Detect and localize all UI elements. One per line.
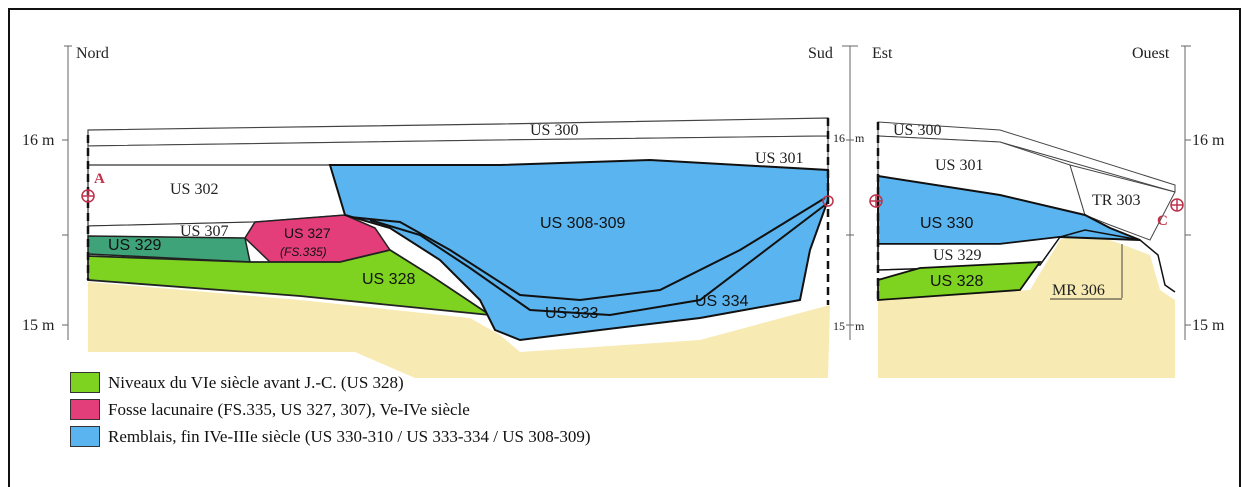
- orientation-nord: Nord: [76, 45, 109, 62]
- boundary-us333: [349, 197, 826, 302]
- legend-label: Remblais, fin IVe-IIIe siècle (US 330-31…: [108, 426, 591, 446]
- orientation-sud: Sud: [808, 45, 833, 62]
- label-fs335: (FS.335): [280, 245, 327, 259]
- elevation-15-middle: 15: [833, 319, 845, 333]
- label-us329-left: US 329: [108, 237, 161, 254]
- elevation-16m-right: 16 m: [1192, 132, 1225, 149]
- legend-swatch-green: [70, 372, 100, 393]
- label-us329-right: US 329: [933, 247, 981, 264]
- elevation-15m-left: 15 m: [22, 317, 55, 334]
- natural-sand-right: [878, 230, 1175, 378]
- wall-mr306: [1059, 229, 1176, 293]
- section-marker-c: C: [1157, 213, 1168, 229]
- label-us300-right: US 300: [893, 122, 941, 139]
- label-us301-left: US 301: [755, 150, 803, 167]
- label-us302: US 302: [170, 181, 218, 198]
- natural-sand-left: [88, 282, 830, 378]
- label-us330: US 330: [920, 215, 973, 232]
- figure-frame: [8, 8, 1241, 487]
- legend-swatch-pink: [70, 399, 100, 420]
- layer-us328-left: [87, 249, 491, 316]
- layer-us308-309: [328, 158, 829, 342]
- label-us328-right: US 328: [930, 273, 983, 290]
- label-us327: US 327: [284, 225, 331, 241]
- orientation-est: Est: [872, 45, 893, 62]
- label-us308-309: US 308-309: [540, 215, 625, 232]
- elevation-16m-left: 16 m: [22, 132, 55, 149]
- legend-item: Fosse lacunaire (FS.335, US 327, 307), V…: [70, 397, 970, 422]
- label-tr303: TR 303: [1092, 192, 1140, 209]
- legend-swatch-blue: [70, 426, 100, 447]
- label-us301-right: US 301: [935, 157, 983, 174]
- legend: Niveaux du VIe siècle avant J.-C. (US 32…: [70, 370, 970, 451]
- label-us334: US 334: [695, 293, 748, 310]
- section-marker-a: A: [94, 171, 105, 187]
- legend-item: Remblais, fin IVe-IIIe siècle (US 330-31…: [70, 424, 970, 449]
- label-us300-left: US 300: [530, 122, 578, 139]
- legend-label: Fosse lacunaire (FS.335, US 327, 307), V…: [108, 399, 470, 419]
- label-mr306: MR 306: [1052, 282, 1105, 299]
- elevation-16-middle: 16: [833, 131, 845, 145]
- label-us333: US 333: [545, 305, 598, 322]
- elevation-15m-right: 15 m: [1192, 317, 1225, 334]
- boundary-us334: [369, 204, 826, 317]
- crosshair-icon: [822, 195, 834, 207]
- label-us307: US 307: [180, 223, 228, 240]
- orientation-ouest: Ouest: [1132, 45, 1170, 62]
- elevation-m-middle-upper: m: [855, 131, 865, 145]
- label-us328-left: US 328: [362, 271, 415, 288]
- legend-label: Niveaux du VIe siècle avant J.-C. (US 32…: [108, 372, 404, 392]
- elevation-m-middle-lower: m: [855, 319, 865, 333]
- legend-item: Niveaux du VIe siècle avant J.-C. (US 32…: [70, 370, 970, 395]
- layer-tr303: [1069, 164, 1176, 241]
